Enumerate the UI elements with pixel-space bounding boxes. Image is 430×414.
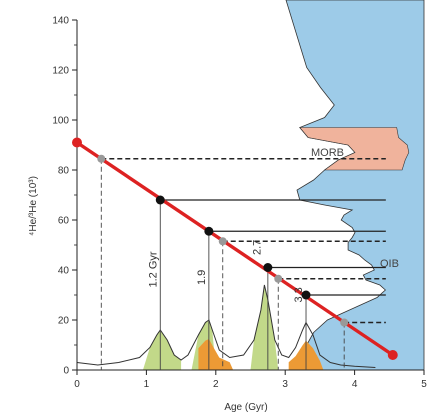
x-tick-label: 2 — [213, 379, 219, 390]
peak-age-label: 3.3 — [293, 287, 305, 302]
y-axis-title: ⁴He/³He (10³) — [28, 176, 39, 236]
age-point — [218, 237, 227, 246]
y-tick-label: 80 — [58, 166, 70, 177]
peak-fill-orange — [198, 339, 234, 370]
peak-age-label: 1.2 Gyr — [147, 251, 159, 287]
x-tick-label: 5 — [421, 379, 427, 390]
age-point — [340, 318, 349, 327]
peak-age-label: 2.7 — [251, 240, 263, 255]
age-point — [274, 274, 283, 283]
x-tick-label: 0 — [74, 379, 80, 390]
age-distribution-curve — [76, 284, 376, 368]
peak-age-label: 1.9 — [196, 270, 208, 285]
regression-start-point — [72, 137, 82, 148]
y-tick-label: 60 — [58, 216, 70, 227]
age-distribution — [76, 284, 376, 370]
age-point — [301, 290, 311, 300]
age-point — [263, 263, 273, 272]
annotations: MORB OIB Age (Gyr) ⁴He/³He (10³) 1.2 Gyr… — [28, 147, 399, 413]
peak-fill-green — [250, 285, 279, 370]
y-tick-label: 40 — [58, 266, 70, 277]
x-axis-title: Age (Gyr) — [224, 402, 267, 413]
y-tick-label: 20 — [58, 316, 70, 327]
oib-region — [285, 0, 425, 371]
morb-label: MORB — [311, 147, 344, 159]
x-tick-label: 3 — [282, 379, 288, 390]
age-point — [204, 226, 214, 236]
y-tick-label: 0 — [63, 366, 69, 377]
regression-line — [76, 141, 394, 357]
y-tick-label: 100 — [52, 116, 69, 127]
oib-label: OIB — [380, 258, 399, 270]
guide-lines — [100, 158, 386, 370]
age-point — [97, 154, 106, 163]
data-points — [97, 154, 349, 327]
mantle-ratio-distribution — [285, 0, 425, 371]
axes: 0 20 40 60 80 100 120 140 0 1 2 3 4 5 — [52, 16, 427, 391]
peak-fill-green — [142, 330, 182, 370]
x-tick-label: 1 — [144, 379, 150, 390]
age-point — [155, 195, 165, 205]
y-tick-label: 120 — [52, 66, 69, 77]
regression-line-group — [72, 137, 398, 360]
regression-end-point — [387, 350, 398, 360]
x-tick-label: 4 — [352, 379, 358, 390]
y-tick-label: 140 — [52, 16, 69, 27]
